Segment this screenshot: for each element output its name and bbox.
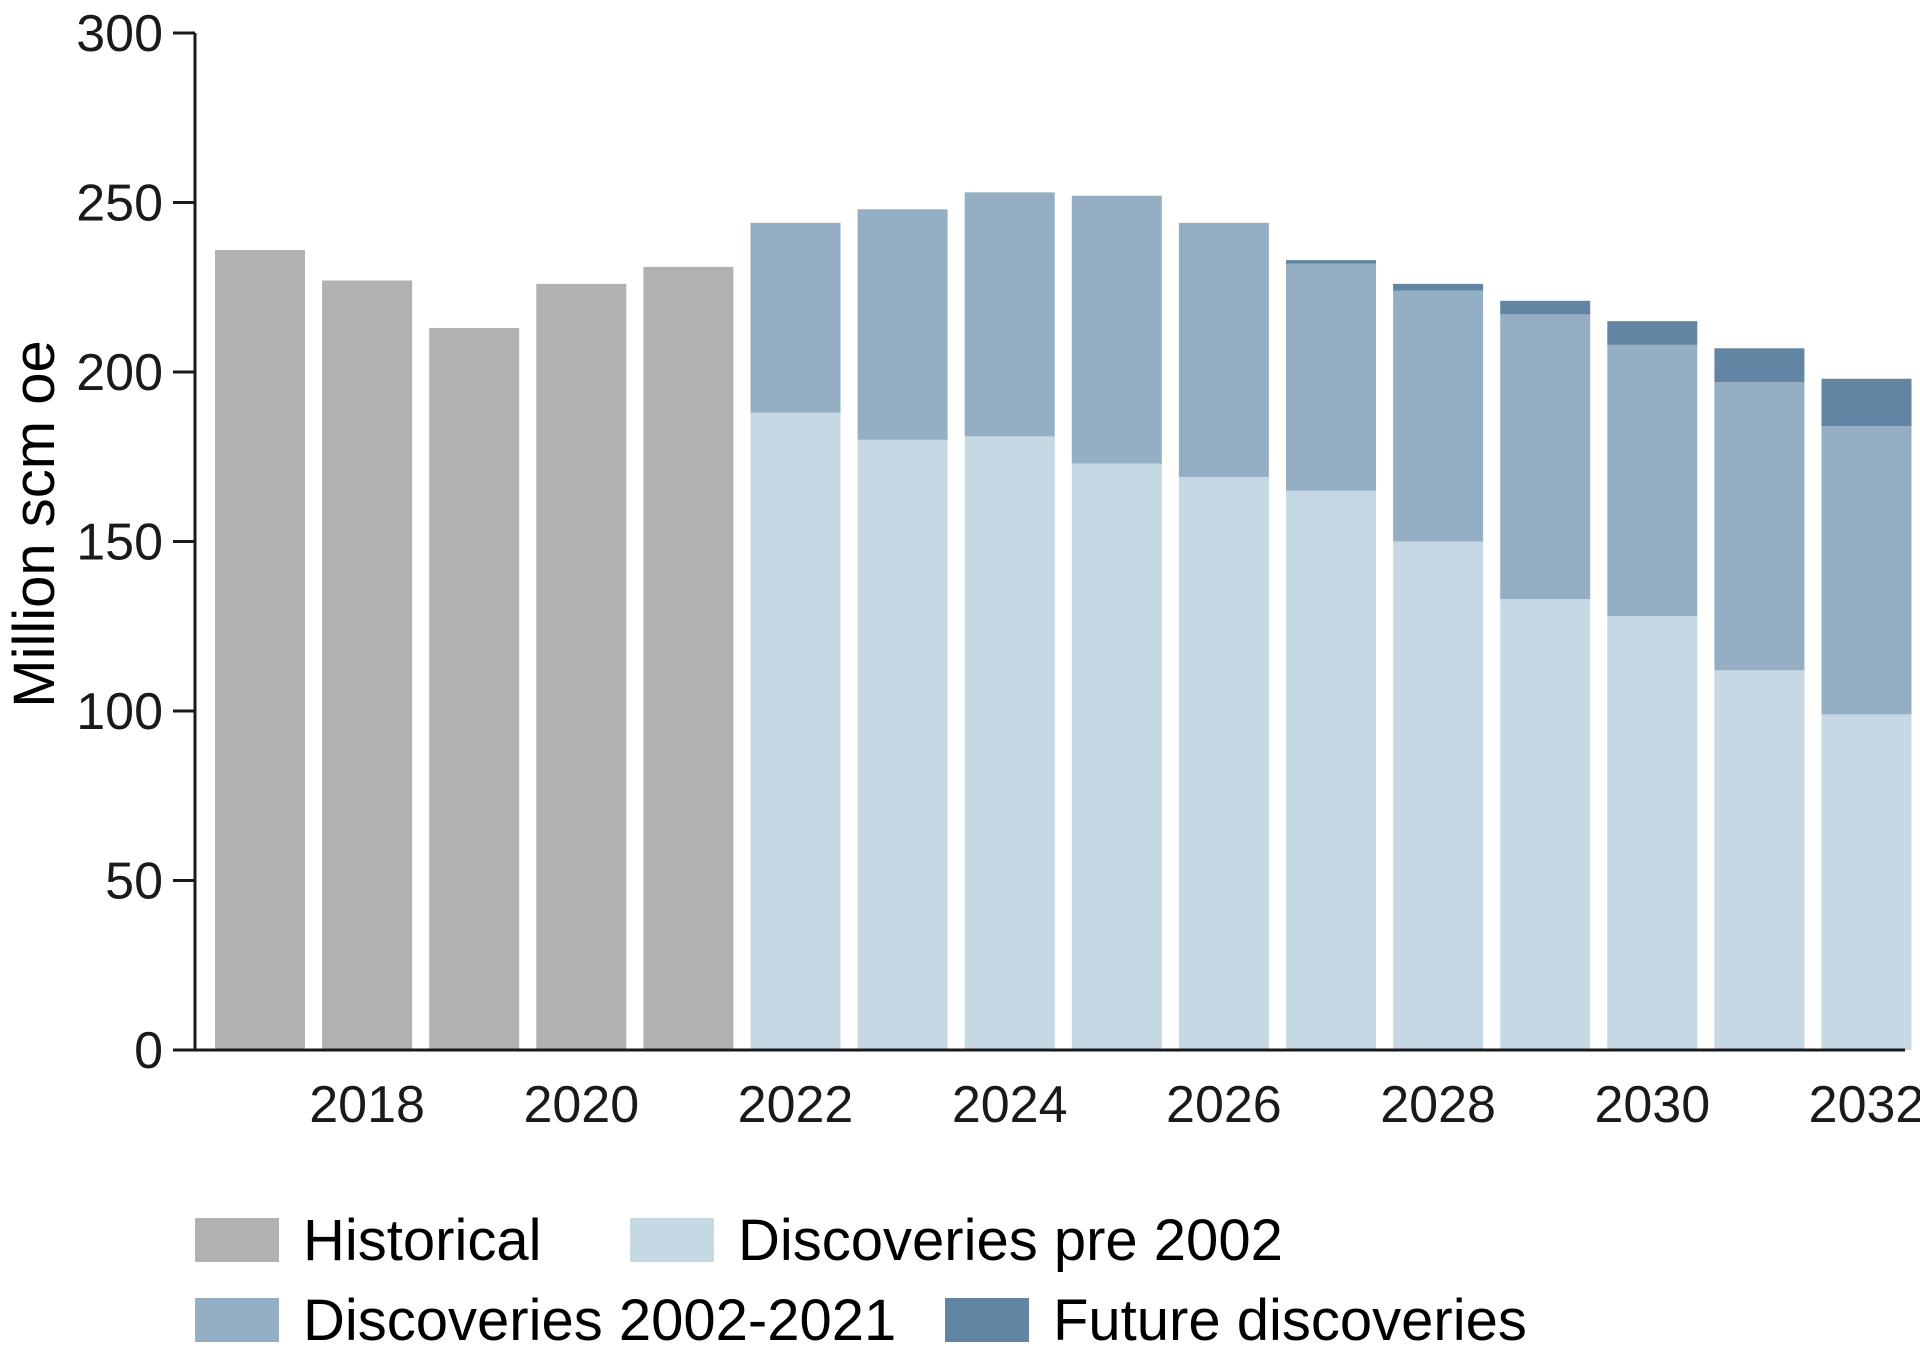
bar-2023-series-1 xyxy=(857,439,948,1050)
bar-2028-series-1 xyxy=(1393,541,1484,1050)
bar-2024-series-1 xyxy=(964,436,1055,1050)
x-tick-label-2024: 2024 xyxy=(952,1076,1068,1134)
bar-2027-series-3 xyxy=(1286,260,1376,264)
bar-2032-series-3 xyxy=(1821,378,1912,427)
bar-2032-series-2 xyxy=(1821,426,1912,715)
bar-2028-series-2 xyxy=(1393,290,1484,542)
y-tick-label-250: 250 xyxy=(76,175,163,233)
x-tick-label-2022: 2022 xyxy=(738,1076,854,1134)
y-axis-title: Million scm oe xyxy=(2,340,67,707)
bar-2032-series-1 xyxy=(1821,714,1912,1050)
bar-2020-series-0 xyxy=(536,283,627,1050)
bars-group xyxy=(215,192,1912,1051)
axes-group: 0 50 100 150 200 250 300 2018 2020 2022 2024 2026 20… xyxy=(76,5,1920,1134)
bar-2030-series-3 xyxy=(1607,321,1698,345)
bar-2030-series-1 xyxy=(1607,616,1698,1050)
legend-swatch-3 xyxy=(945,1298,1029,1342)
bar-2026-series-1 xyxy=(1178,477,1269,1051)
bar-2021-series-0 xyxy=(643,266,734,1050)
bar-2027-series-2 xyxy=(1286,263,1376,491)
bar-2022-series-2 xyxy=(750,222,841,413)
bar-2029-series-2 xyxy=(1500,314,1591,600)
legend-label-0: Historical xyxy=(303,1208,542,1273)
legend-label-3: Future discoveries xyxy=(1053,1288,1527,1353)
y-tick-label-300: 300 xyxy=(76,5,163,63)
legend-swatch-0 xyxy=(195,1218,279,1262)
bar-2024-series-2 xyxy=(964,192,1055,437)
bar-2019-series-0 xyxy=(429,327,520,1050)
y-tick-label-100: 100 xyxy=(76,683,163,741)
legend: Historical Discoveries pre 2002 Discoverie… xyxy=(195,1208,1527,1353)
x-tick-label-2018: 2018 xyxy=(309,1076,425,1134)
legend-label-1: Discoveries pre 2002 xyxy=(738,1208,1283,1273)
bar-2031-series-2 xyxy=(1714,382,1805,671)
bar-2029-series-1 xyxy=(1500,599,1591,1050)
legend-swatch-2 xyxy=(195,1298,279,1342)
bar-2017-series-0 xyxy=(215,249,305,1050)
bar-2022-series-1 xyxy=(750,412,841,1050)
legend-label-2: Discoveries 2002-2021 xyxy=(303,1288,896,1353)
x-tick-label-2030: 2030 xyxy=(1594,1076,1710,1134)
y-tick-label-150: 150 xyxy=(76,514,163,572)
bar-2027-series-1 xyxy=(1286,490,1376,1050)
bar-2023-series-2 xyxy=(857,209,948,440)
bar-2031-series-3 xyxy=(1714,348,1805,383)
x-tick-label-2032: 2032 xyxy=(1809,1076,1920,1134)
legend-swatch-1 xyxy=(630,1218,714,1262)
bar-2026-series-2 xyxy=(1178,222,1269,478)
bar-2031-series-1 xyxy=(1714,670,1805,1050)
bar-2029-series-3 xyxy=(1500,300,1591,315)
x-tick-label-2026: 2026 xyxy=(1166,1076,1282,1134)
y-tick-label-50: 50 xyxy=(105,853,163,911)
bar-2018-series-0 xyxy=(322,280,413,1051)
y-tick-label-200: 200 xyxy=(76,344,163,402)
x-tick-label-2028: 2028 xyxy=(1380,1076,1496,1134)
bar-2025-series-1 xyxy=(1071,463,1162,1050)
y-tick-label-0: 0 xyxy=(134,1022,163,1080)
bar-2030-series-2 xyxy=(1607,344,1698,617)
bar-2028-series-3 xyxy=(1393,283,1484,291)
bar-2025-series-2 xyxy=(1071,195,1162,464)
x-tick-label-2020: 2020 xyxy=(523,1076,639,1134)
